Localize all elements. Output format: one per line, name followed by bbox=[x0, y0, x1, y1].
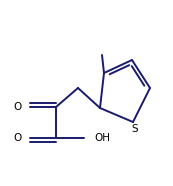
Text: O: O bbox=[14, 133, 22, 143]
Text: O: O bbox=[14, 102, 22, 112]
Text: OH: OH bbox=[94, 133, 110, 143]
Text: S: S bbox=[132, 124, 138, 134]
